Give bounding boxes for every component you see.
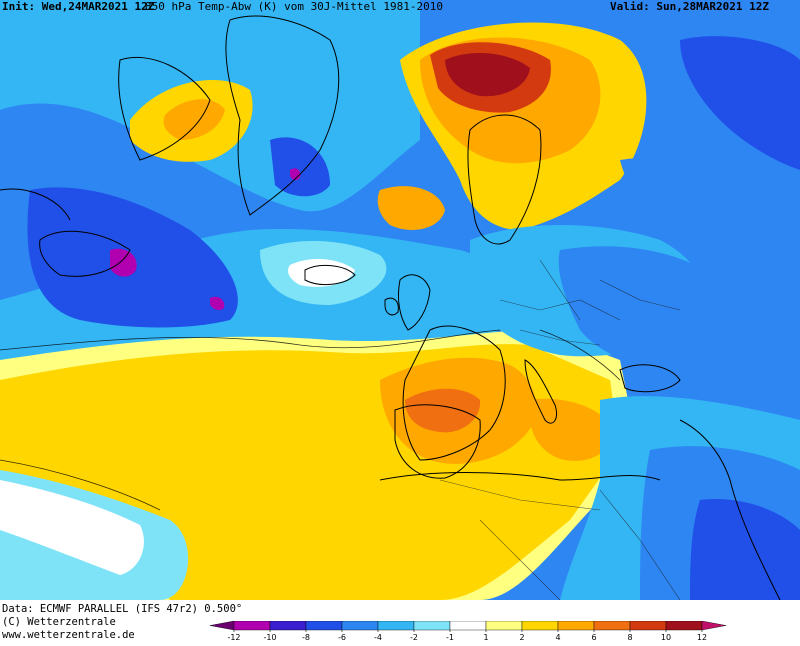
zone-white-south-atlantic [0,480,144,575]
zone-cold-core-purple-2 [210,296,225,311]
legend-tick-label: -12 [227,633,240,642]
labrador-coast [39,230,131,277]
coastlines [0,15,781,600]
legend-swatch [701,620,727,631]
zone-cyan-russia-east [620,157,800,300]
zone-orange-uk-norway [377,186,445,230]
data-source: Data: ECMWF PARALLEL (IFS 47r2) 0.500° [2,603,243,615]
legend-tick-label: 6 [591,633,596,642]
legend-tick-label: 1 [483,633,488,642]
legend-swatch [341,620,379,631]
zone-deep-blue-greenland [270,137,330,197]
credits: Data: ECMWF PARALLEL (IFS 47r2) 0.500° (… [2,603,242,642]
legend-swatch [593,620,631,631]
legend-tick-label: 2 [519,633,524,642]
legend-swatch [449,620,487,631]
hudson-coast [0,188,71,221]
legend-swatch [305,620,343,631]
legend-tick-label: -4 [374,633,382,642]
legend-tick-label: 12 [697,633,707,642]
zone-dark-orange-iberia [405,388,481,433]
iceland-coast [304,264,356,286]
color-legend: -12 -10 -8 -6 -4 -2 -1 1 2 4 6 8 10 12 [209,620,795,646]
legend-swatch [521,620,559,631]
legend-tick-label: -6 [338,633,346,642]
legend-swatch [557,620,595,631]
zone-orange-baffin [163,99,225,140]
uk-coast [397,274,431,331]
greenland-coast [225,15,340,216]
legend-tick-label: 4 [555,633,560,642]
legend-swatch [413,620,451,631]
zone-purple-greenland [290,168,301,181]
europe-mainland-coast [402,325,506,461]
legend-swatch [485,620,523,631]
legend-tick-label: 8 [627,633,632,642]
scandinavia-coast [467,114,542,245]
zone-cold-core-purple [110,248,137,277]
legend-tick-label: -10 [263,633,276,642]
header: Init: Wed,24MAR2021 12Z 850 hPa Temp-Abw… [0,0,800,14]
black-sea-coast [619,364,681,393]
legend-swatch [209,620,235,631]
legend-tick-label: 10 [661,633,671,642]
baffin-coast [118,56,211,161]
legend-tick-label: -2 [410,633,418,642]
zone-deep-blue-northeast [680,36,800,170]
legend-swatch [233,620,271,631]
africa-coast [379,472,661,481]
legend-swatch [629,620,667,631]
legend-tick-label: -8 [302,633,310,642]
valid-time: Valid: Sun,28MAR2021 12Z [610,0,769,13]
zone-deep-blue-arabia [690,499,800,600]
legend-swatch [377,620,415,631]
website: www.wetterzentrale.de [2,629,135,641]
iberia-coast [394,404,481,479]
legend-swatch [665,620,703,631]
init-time: Init: Wed,24MAR2021 12Z [2,0,155,13]
map-title: 850 hPa Temp-Abw (K) vom 30J-Mittel 1981… [145,0,444,13]
zone-dark-red-barents [445,53,530,97]
zone-orange-med [529,398,615,461]
mideast-coast [679,419,781,600]
ireland-coast [384,297,399,316]
copyright: (C) Wetterzentrale [2,616,116,628]
zone-blue-east-europe [558,246,728,370]
legend-tick-label: -1 [446,633,454,642]
borders [439,259,681,600]
zero-contour [0,329,621,511]
italy-coast [524,359,558,424]
legend-swatch [269,620,307,631]
anomaly-map [0,0,800,600]
